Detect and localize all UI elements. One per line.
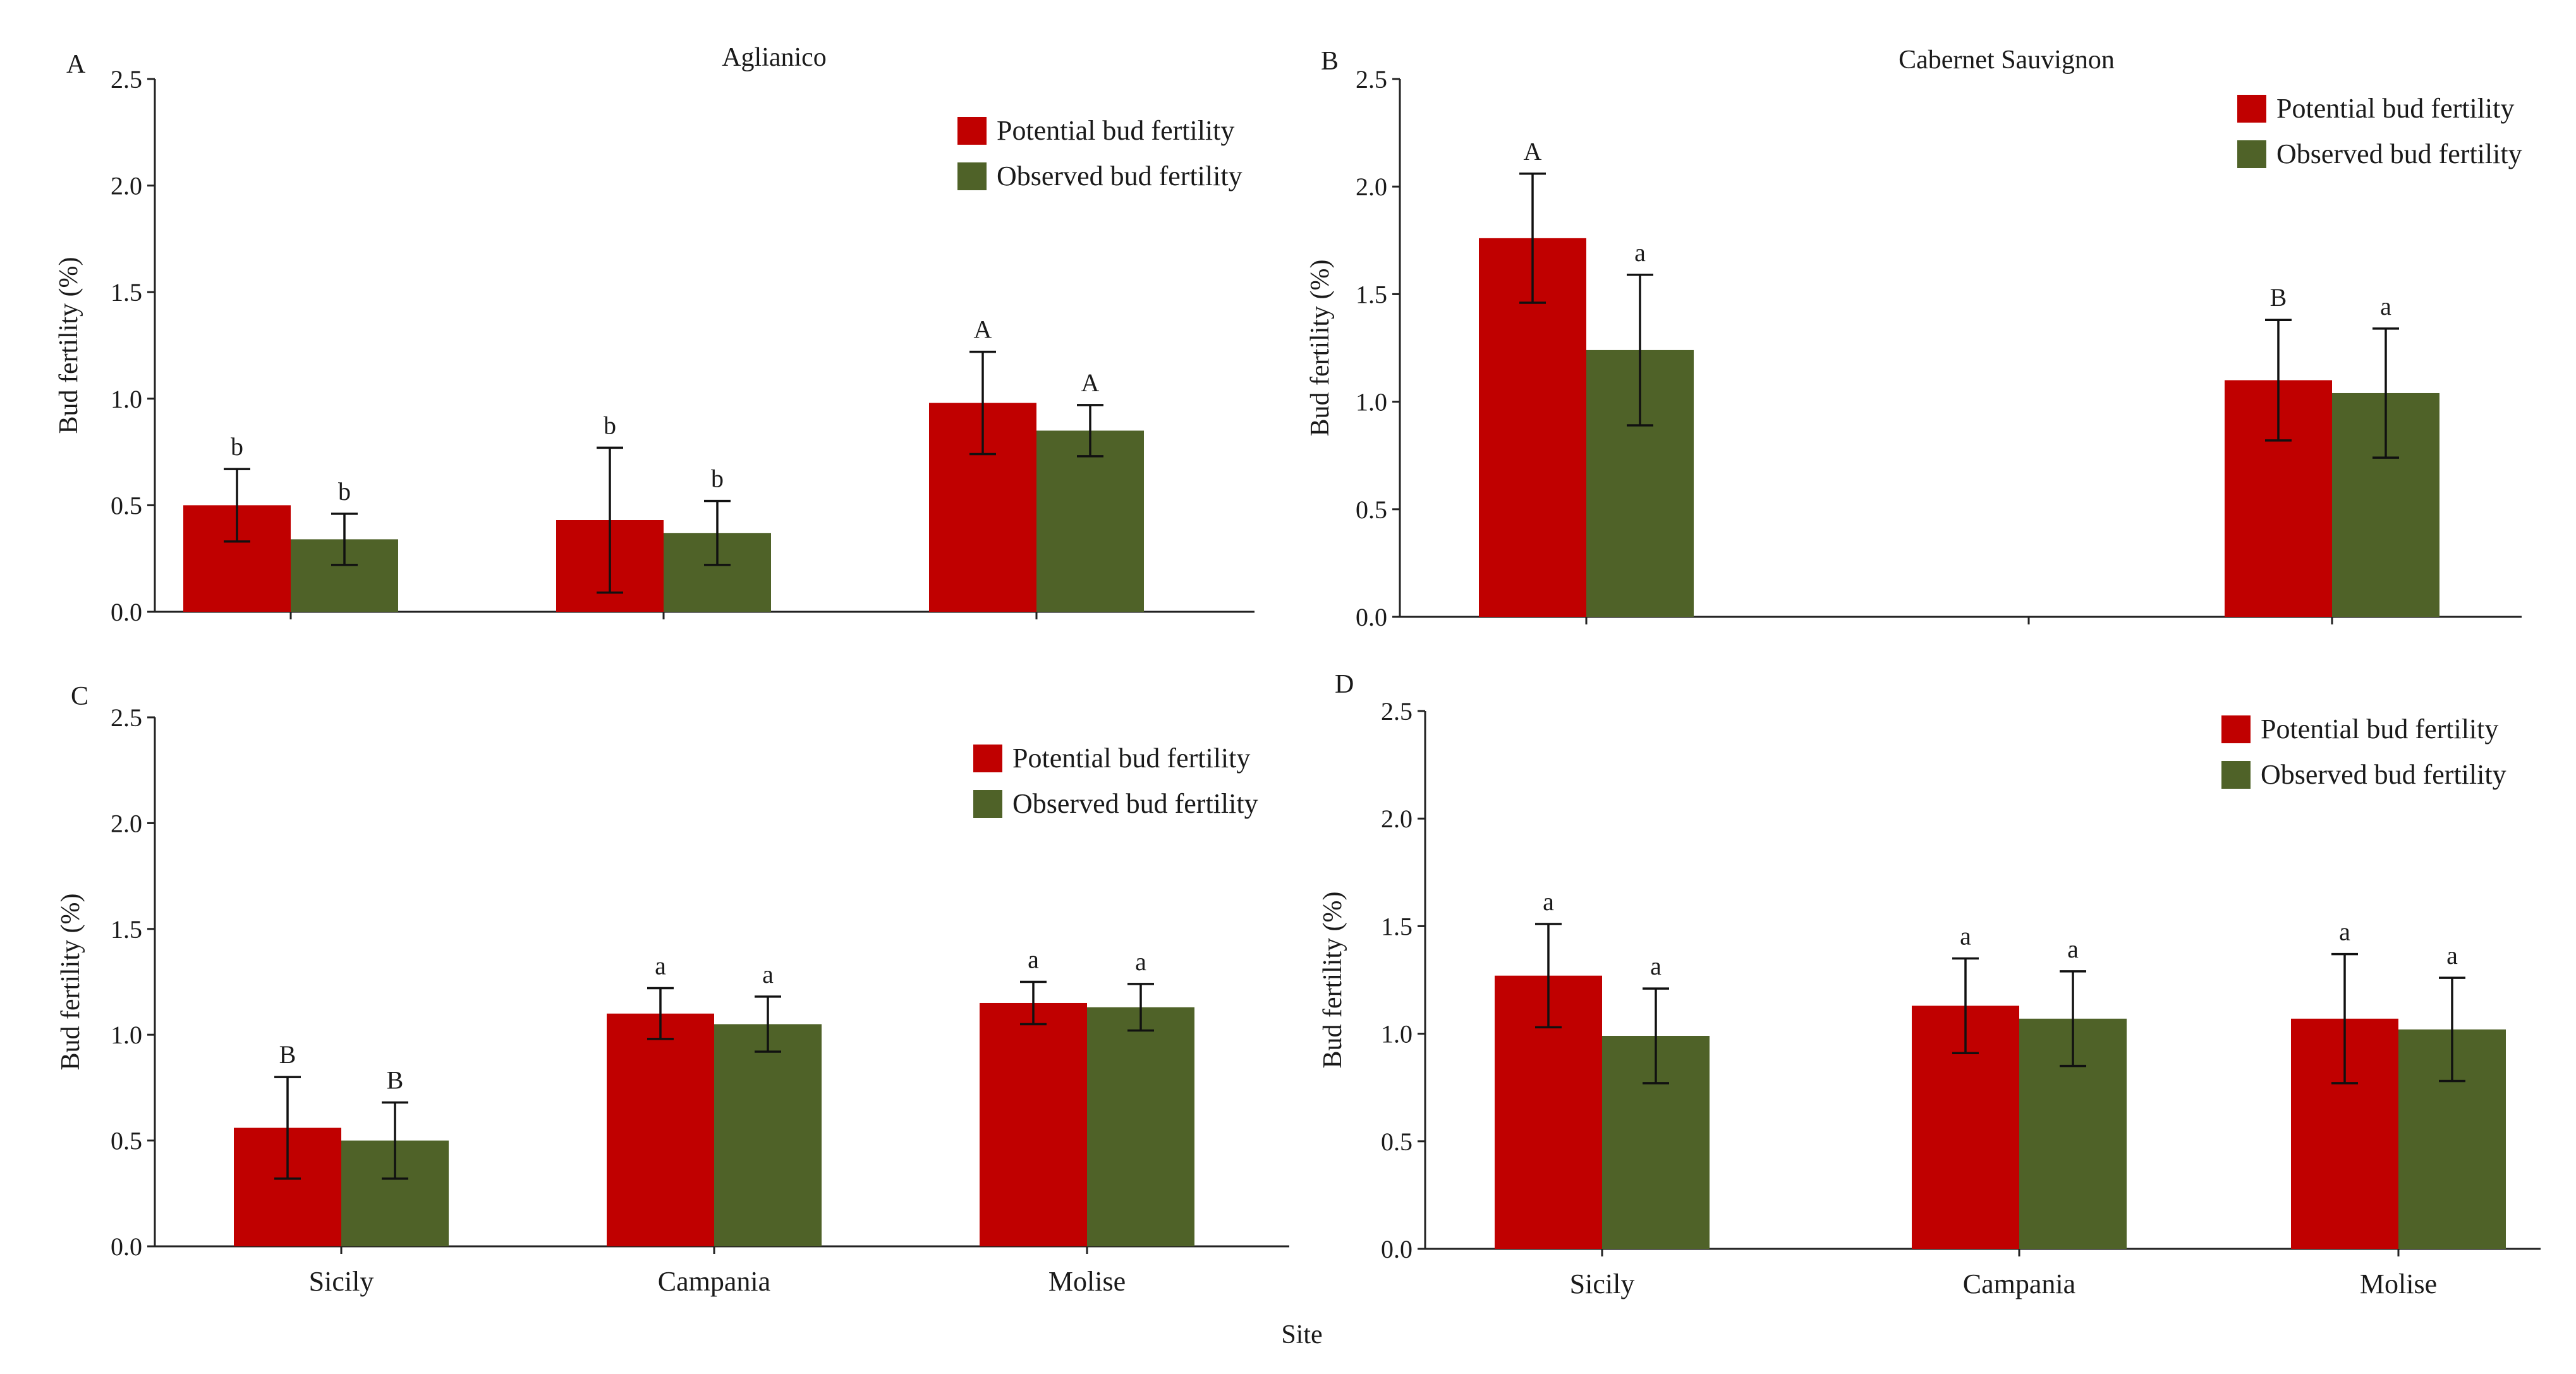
panel-title: Cabernet Sauvignon: [1899, 46, 2115, 75]
y-tick-label: 1.5: [111, 278, 142, 307]
y-tick-label: 0.0: [1356, 603, 1387, 631]
bar-observed: [714, 1024, 822, 1246]
legend-swatch-potential: [957, 117, 987, 145]
panel-b: 0.0 0.5 1.0 1.5 2.0 2.5 B Cabernet Sauvignon Bud…: [1306, 46, 2522, 631]
legend: Potential bud fertility Observed bud fert…: [973, 743, 1258, 819]
x-tick-label: Sicily: [1570, 1268, 1635, 1299]
bar-observed: [1087, 1007, 1194, 1246]
significance-label: a: [1960, 921, 1971, 950]
legend: Potential bud fertility Observed bud fert…: [2237, 93, 2522, 169]
significance-label: b: [338, 477, 351, 506]
y-tick-label: 2.5: [111, 703, 142, 732]
y-tick-label: 0.5: [1381, 1128, 1413, 1156]
significance-label: b: [604, 411, 616, 439]
significance-label: a: [1135, 947, 1146, 976]
legend-swatch-observed: [2237, 140, 2266, 168]
legend-label: Potential bud fertility: [1012, 743, 1250, 774]
panel-c: 0.0 0.5 1.0 1.5 2.0 2.5 Sicily Campania Molise C B…: [56, 682, 1289, 1297]
significance-label: a: [1543, 887, 1554, 916]
y-axis-label: Bud fertility (%): [56, 894, 85, 1071]
y-tick-label: 1.0: [1356, 388, 1387, 416]
legend: Potential bud fertility Observed bud fert…: [2221, 714, 2506, 790]
significance-label: a: [1650, 952, 1662, 980]
y-tick-label: 0.0: [1381, 1235, 1413, 1263]
significance-label: b: [231, 432, 243, 461]
y-tick-label: 0.5: [111, 491, 142, 520]
significance-label: A: [974, 315, 992, 344]
significance-label: a: [762, 960, 774, 988]
legend-label: Observed bud fertility: [1012, 788, 1258, 819]
chart-panels: 0.0 0.5 1.0 1.5 2.0 2.5 A Aglianico Bud fertilit…: [54, 43, 2541, 1299]
legend: Potential bud fertility Observed bud fert…: [957, 115, 1242, 192]
y-tick-label: 2.0: [111, 172, 142, 200]
y-tick-label: 0.5: [111, 1127, 142, 1155]
significance-label: a: [1634, 238, 1646, 267]
y-tick-label: 2.0: [1381, 805, 1413, 833]
legend-swatch-observed: [957, 162, 987, 190]
y-tick-label: 1.5: [1356, 280, 1387, 308]
legend-swatch-observed: [973, 790, 1002, 818]
x-tick-label: Campania: [1963, 1268, 2075, 1299]
y-tick-label: 1.0: [111, 1021, 142, 1049]
y-axis-label: Bud fertility (%): [1306, 260, 1335, 437]
y-tick-label: 0.5: [1356, 495, 1387, 524]
significance-label: a: [2446, 941, 2458, 970]
y-tick-label: 1.0: [1381, 1020, 1413, 1049]
panel-letter: B: [1321, 47, 1339, 76]
significance-label: a: [655, 952, 666, 980]
significance-label: a: [2380, 292, 2391, 320]
y-tick-label: 2.5: [1381, 697, 1413, 726]
y-tick-label: 2.5: [1356, 65, 1387, 94]
significance-label: A: [1524, 137, 1542, 166]
y-tick-label: 1.5: [111, 915, 142, 944]
x-tick-label: Molise: [2360, 1268, 2437, 1299]
significance-label: b: [711, 465, 724, 493]
y-tick-label: 2.0: [1356, 173, 1387, 201]
legend-label: Observed bud fertility: [2261, 759, 2506, 790]
legend-label: Potential bud fertility: [2261, 714, 2498, 745]
y-axis-label: Bud fertility (%): [54, 257, 83, 434]
significance-label: a: [2067, 935, 2079, 963]
y-tick-label: 0.0: [111, 598, 142, 626]
significance-label: A: [1081, 368, 1100, 397]
x-tick-label: Molise: [1048, 1266, 1126, 1297]
x-tick-label: Campania: [658, 1266, 770, 1297]
x-tick-label: Sicily: [309, 1266, 374, 1297]
y-tick-label: 1.5: [1381, 912, 1413, 940]
panel-title: Aglianico: [722, 43, 827, 72]
legend-swatch-observed: [2221, 761, 2251, 789]
y-tick-label: 2.5: [111, 65, 142, 94]
y-tick-label: 2.0: [111, 809, 142, 837]
panel-d: 0.0 0.5 1.0 1.5 2.0 2.5 Sicily Campania Molise D B…: [1318, 670, 2541, 1299]
significance-label: B: [2270, 283, 2287, 312]
y-tick-label: 1.0: [111, 385, 142, 413]
bar-potential: [607, 1013, 714, 1246]
legend-label: Observed bud fertility: [997, 161, 1242, 192]
legend-label: Potential bud fertility: [997, 115, 1234, 146]
x-axis-title: Site: [1281, 1320, 1322, 1349]
legend-swatch-potential: [2237, 95, 2266, 123]
legend-swatch-potential: [2221, 715, 2251, 743]
panel-letter: A: [66, 50, 86, 79]
significance-label: B: [387, 1066, 404, 1094]
bar-observed: [1036, 430, 1144, 612]
panel-a: 0.0 0.5 1.0 1.5 2.0 2.5 A Aglianico Bud fertilit…: [54, 43, 1255, 626]
bar-potential: [980, 1002, 1087, 1246]
significance-label: B: [279, 1040, 296, 1069]
legend-label: Observed bud fertility: [2276, 138, 2522, 169]
y-tick-label: 0.0: [111, 1232, 142, 1261]
y-axis-label: Bud fertility (%): [1318, 892, 1347, 1069]
panel-letter: D: [1335, 670, 1354, 699]
legend-label: Potential bud fertility: [2276, 93, 2514, 124]
significance-label: a: [1028, 945, 1039, 974]
legend-swatch-potential: [973, 745, 1002, 772]
panel-letter: C: [71, 682, 88, 711]
significance-label: a: [2339, 918, 2350, 946]
